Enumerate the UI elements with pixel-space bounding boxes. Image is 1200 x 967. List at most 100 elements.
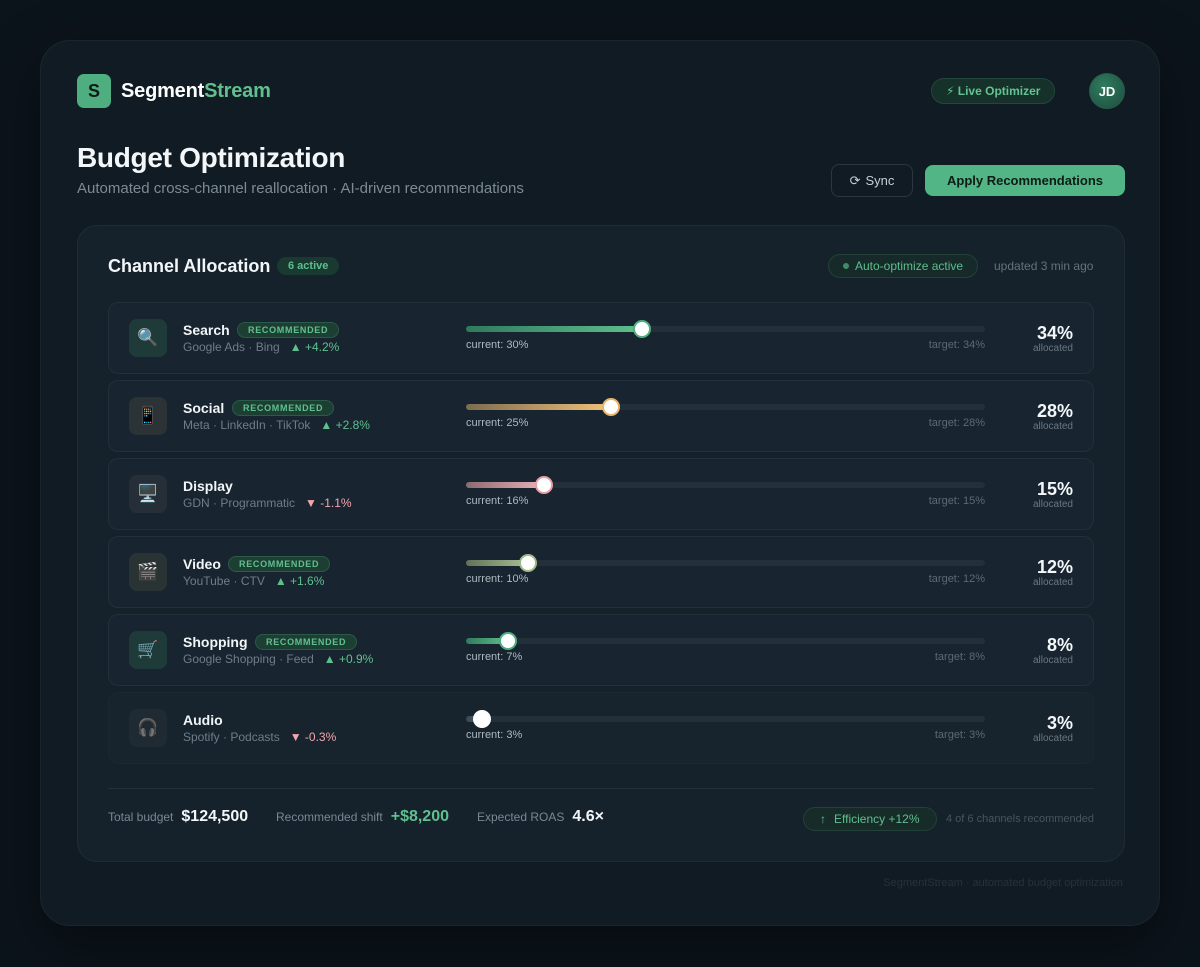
user-avatar[interactable]: JD	[1089, 73, 1125, 109]
status-dot-icon	[843, 263, 849, 269]
channel-sources-line: YouTube · CTV ▲ +1.6%	[183, 574, 324, 588]
recommended-badge: RECOMMENDED	[232, 400, 335, 416]
clapperboard-icon: 🎬	[129, 553, 167, 591]
allocation-percent: 15%	[1036, 479, 1073, 499]
channel-delta: ▲ +0.9%	[323, 652, 374, 666]
allocation-percent: 8%	[1046, 635, 1073, 655]
channel-sources-line: Google Shopping · Feed ▲ +0.9%	[183, 652, 373, 666]
channel-sources-line: Meta · LinkedIn · TikTok ▲ +2.8%	[183, 418, 370, 432]
recommended-shift: Recommended shift +$8,200	[276, 808, 449, 826]
target-allocation-label: target: 34%	[928, 339, 985, 351]
current-allocation-label: current: 10%	[466, 573, 529, 585]
slider-fill	[466, 482, 544, 488]
target-allocation-label: target: 15%	[928, 495, 985, 507]
total-budget-label: Total budget	[108, 810, 174, 824]
channel-name: Display	[183, 478, 233, 494]
slider-fill	[466, 560, 528, 566]
brand-name-part1: Segment	[121, 79, 205, 102]
recommended-badge: RECOMMENDED	[255, 634, 358, 650]
efficiency-badge[interactable]: ↑ Efficiency +12%	[803, 807, 937, 831]
search-icon: 🔍	[129, 319, 167, 357]
current-allocation-label: current: 16%	[466, 495, 529, 507]
channel-name: Search	[183, 322, 230, 338]
channel-sources-line: Spotify · Podcasts ▼ -0.3%	[183, 730, 336, 744]
slider-handle[interactable]	[519, 554, 537, 572]
live-optimizer-badge[interactable]: ⚡ Live Optimizer	[931, 78, 1056, 104]
slider-handle[interactable]	[499, 632, 517, 650]
target-allocation-label: target: 8%	[934, 651, 985, 663]
allocation-percent: 12%	[1036, 557, 1073, 577]
channel-name: Social	[183, 400, 225, 416]
sync-button[interactable]: ⟳ Sync	[831, 164, 913, 197]
sync-icon: ⟳	[849, 172, 861, 188]
target-allocation-label: target: 3%	[934, 729, 985, 741]
channel-delta: ▼ -1.1%	[305, 496, 352, 510]
recommended-shift-value: +$8,200	[390, 808, 449, 825]
allocation-slider[interactable]	[466, 476, 985, 494]
recommended-badge: RECOMMENDED	[237, 322, 340, 338]
slider-handle[interactable]	[633, 320, 651, 338]
active-count-badge: 6 active	[277, 257, 340, 275]
allocation-percent: 34%	[1036, 323, 1073, 343]
desktop-monitor-icon: 🖥️	[129, 475, 167, 513]
channel-sources: Google Ads · Bing	[183, 340, 280, 354]
allocated-label: allocated	[1032, 421, 1073, 432]
slider-fill	[466, 404, 611, 410]
slider-fill	[466, 326, 642, 332]
channel-delta: ▲ +2.8%	[320, 418, 370, 432]
brand-name: SegmentStream	[121, 80, 271, 103]
headphones-icon: 🎧	[129, 709, 167, 747]
channel-row-shopping[interactable]: 🛒 Shopping RECOMMENDED Google Shopping · Fe…	[108, 614, 1094, 686]
sync-label: Sync	[865, 173, 895, 188]
expected-roas-label: Expected ROAS	[477, 810, 565, 824]
channel-allocation-card: Channel Allocation 6 active Auto-optimiz…	[77, 225, 1125, 862]
auto-optimize-status[interactable]: Auto-optimize active	[828, 254, 979, 278]
expected-roas-value: 4.6×	[572, 808, 604, 825]
channel-row-social[interactable]: 📱 Social RECOMMENDED Meta · LinkedIn · TikT…	[108, 380, 1094, 452]
channel-delta: ▲ +4.2%	[289, 340, 340, 354]
allocated-label: allocated	[1032, 577, 1073, 588]
allocation-slider[interactable]	[466, 554, 985, 572]
target-allocation-label: target: 12%	[928, 573, 985, 585]
total-budget: Total budget $124,500	[108, 808, 248, 826]
expected-roas: Expected ROAS 4.6×	[477, 808, 604, 826]
current-allocation-label: current: 25%	[466, 417, 529, 429]
channel-sources-line: GDN · Programmatic ▼ -1.1%	[183, 496, 352, 510]
recommended-badge: RECOMMENDED	[228, 556, 331, 572]
channel-row-video[interactable]: 🎬 Video RECOMMENDED YouTube · CTV ▲ +1.6% cur…	[108, 536, 1094, 608]
allocation-slider[interactable]	[466, 398, 985, 416]
channel-name: Audio	[183, 712, 223, 728]
footer-divider	[108, 788, 1094, 789]
channel-name: Video	[183, 556, 221, 572]
brand-name-part2: Stream	[204, 79, 271, 102]
slider-handle[interactable]	[535, 476, 553, 494]
footer-credit: SegmentStream · automated budget optimiz…	[883, 877, 1123, 889]
channel-sources: Google Shopping · Feed	[183, 652, 314, 666]
channel-delta: ▲ +1.6%	[274, 574, 325, 588]
allocation-slider[interactable]	[466, 710, 985, 728]
slider-fill	[466, 638, 508, 644]
recommended-shift-label: Recommended shift	[276, 810, 383, 824]
page-subtitle: Automated cross-channel reallocation · A…	[77, 180, 524, 197]
channel-row-audio[interactable]: 🎧 Audio Spotify · Podcasts ▼ -0.3% current: …	[108, 692, 1094, 764]
page-title: Budget Optimization	[77, 142, 346, 173]
allocation-slider[interactable]	[466, 632, 985, 650]
allocation-slider[interactable]	[466, 320, 985, 338]
channel-name: Shopping	[183, 634, 248, 650]
brand-logo[interactable]: S SegmentStream	[77, 74, 271, 108]
channel-sources: YouTube · CTV	[183, 574, 265, 588]
channel-row-display[interactable]: 🖥️ Display GDN · Programmatic ▼ -1.1% curren…	[108, 458, 1094, 530]
slider-handle[interactable]	[602, 398, 620, 416]
channel-sources: Meta · LinkedIn · TikTok	[183, 418, 311, 432]
slider-handle[interactable]	[473, 710, 491, 728]
channel-row-search[interactable]: 🔍 Search RECOMMENDED Google Ads · Bing ▲ +4.…	[108, 302, 1094, 374]
channel-sources: Spotify · Podcasts	[183, 730, 280, 744]
allocated-label: allocated	[1032, 655, 1073, 666]
apply-recommendations-button[interactable]: Apply Recommendations	[925, 165, 1125, 196]
channel-sources: GDN · Programmatic	[183, 496, 296, 510]
card-title: Channel Allocation	[108, 256, 271, 276]
allocation-percent: 28%	[1036, 401, 1073, 421]
recommended-count-note: 4 of 6 channels recommended	[946, 813, 1094, 825]
efficiency-label: Efficiency +12%	[834, 812, 920, 826]
allocation-percent: 3%	[1046, 713, 1073, 733]
